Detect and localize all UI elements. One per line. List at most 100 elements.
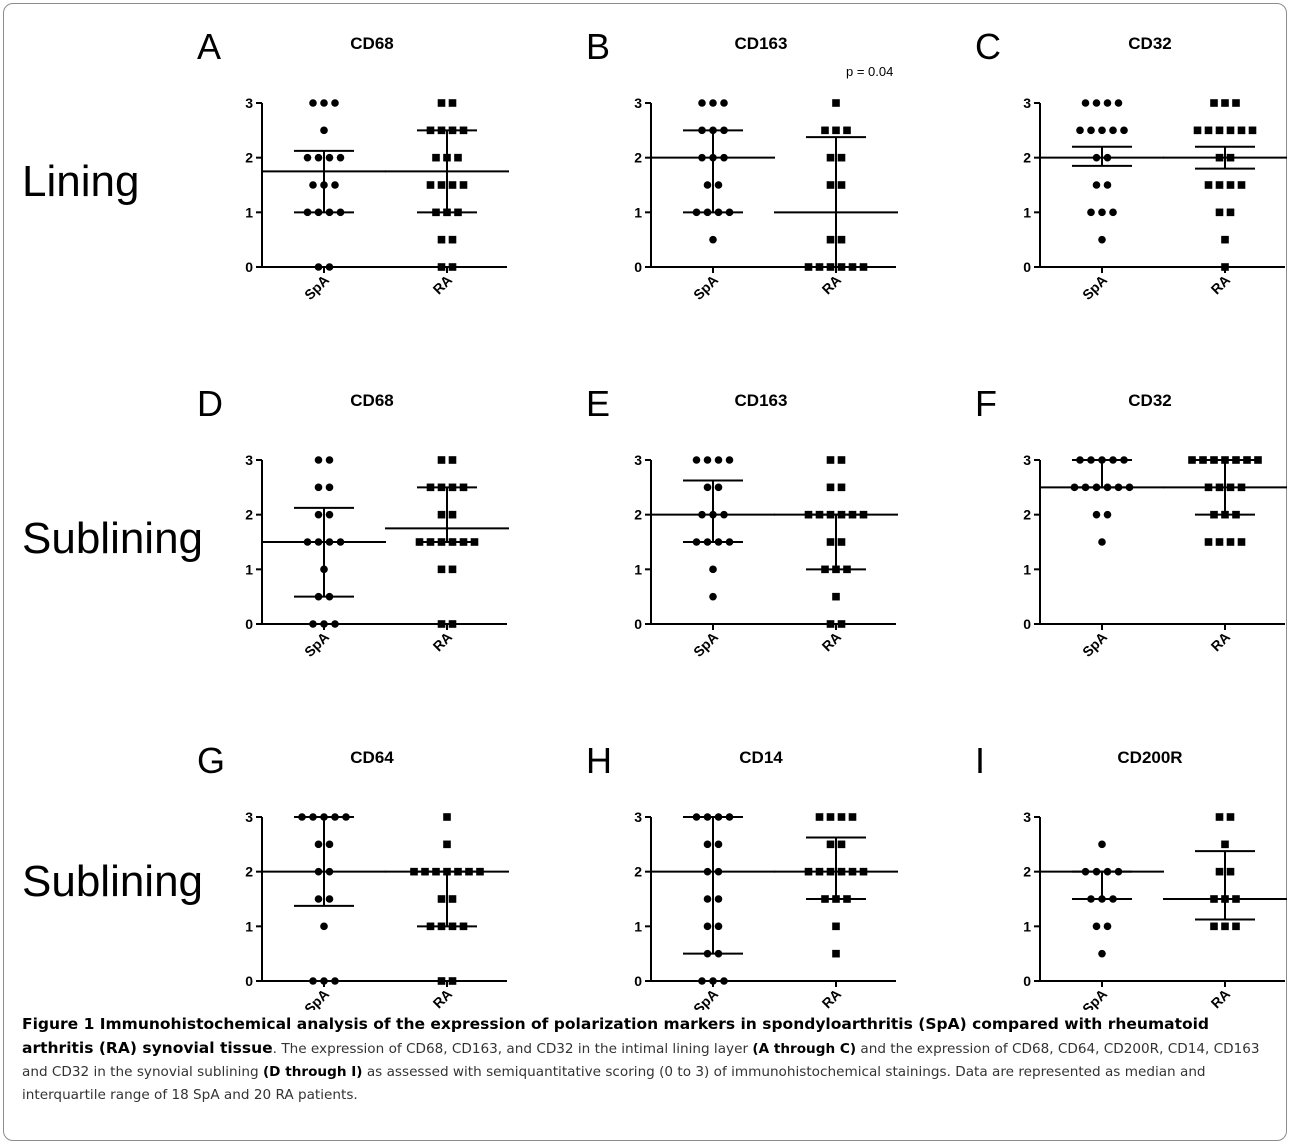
- data-point: [309, 620, 317, 628]
- y-tick-label: 2: [634, 150, 642, 166]
- panel-letter: F: [975, 383, 997, 424]
- x-tick-label: RA: [429, 272, 455, 298]
- data-point: [832, 126, 840, 135]
- x-tick-label: SpA: [1079, 629, 1110, 660]
- data-point: [437, 620, 446, 628]
- y-tick-label: 2: [1023, 864, 1031, 880]
- data-point: [325, 483, 334, 492]
- data-point: [1226, 181, 1235, 189]
- data-point: [1114, 99, 1123, 107]
- data-point: [459, 181, 468, 189]
- data-point: [448, 181, 457, 189]
- data-point: [309, 977, 317, 985]
- row-label-sublining-2: Sublining: [22, 857, 204, 906]
- x-tick-label: SpA: [1079, 986, 1110, 1010]
- data-point: [832, 949, 840, 958]
- data-point: [703, 922, 712, 931]
- panel-letter: A: [197, 26, 221, 67]
- panel-letter: G: [197, 740, 225, 781]
- y-tick-label: 3: [245, 95, 253, 111]
- data-point: [331, 181, 339, 189]
- y-tick-label: 1: [634, 204, 642, 220]
- data-point: [714, 181, 723, 189]
- data-point: [837, 813, 846, 821]
- data-point: [1232, 922, 1240, 931]
- data-point: [1098, 840, 1106, 849]
- y-tick-label: 1: [1023, 204, 1031, 220]
- data-point: [714, 895, 723, 903]
- y-tick-label: 2: [634, 507, 642, 523]
- data-point: [1098, 235, 1106, 244]
- data-point: [1103, 181, 1112, 189]
- y-tick-label: 3: [634, 452, 642, 468]
- data-point: [314, 840, 323, 849]
- data-point: [1092, 181, 1101, 189]
- data-point: [331, 977, 339, 985]
- data-point: [1226, 208, 1235, 217]
- data-point: [1193, 126, 1202, 135]
- data-point: [1087, 126, 1095, 135]
- data-point: [1087, 208, 1095, 217]
- data-point: [448, 235, 457, 244]
- caption-text-2: and the expression of CD68, CD64, CD200R…: [22, 1041, 1260, 1080]
- data-point: [1098, 538, 1106, 546]
- data-point: [848, 813, 857, 821]
- data-point: [320, 977, 328, 985]
- data-point: [698, 99, 706, 107]
- data-point: [703, 181, 712, 189]
- data-point: [1210, 99, 1218, 107]
- data-point: [709, 977, 717, 985]
- data-point: [1109, 208, 1117, 217]
- y-tick-label: 3: [1023, 809, 1031, 825]
- data-point: [1103, 510, 1112, 519]
- data-point: [698, 977, 706, 985]
- panel-D: D CD68 0 1 2 3 SpA RA: [197, 383, 509, 660]
- panel-title: CD200R: [1117, 748, 1182, 767]
- x-tick-label: SpA: [1079, 272, 1110, 303]
- data-point: [826, 153, 835, 162]
- y-tick-label: 0: [245, 973, 253, 989]
- data-point: [320, 126, 328, 135]
- data-point: [843, 126, 851, 135]
- data-point: [448, 977, 457, 985]
- data-point: [1248, 126, 1257, 135]
- data-point: [448, 263, 457, 271]
- panel-H: H CD14 0 1 2 3 SpA RA: [586, 740, 898, 1010]
- data-point: [1092, 510, 1101, 519]
- panel-title: CD32: [1128, 391, 1171, 410]
- data-point: [314, 263, 323, 271]
- data-point: [314, 895, 323, 903]
- data-point: [709, 592, 717, 601]
- data-point: [314, 153, 323, 162]
- data-point: [437, 565, 446, 574]
- data-point: [826, 538, 835, 546]
- data-point: [437, 263, 446, 271]
- data-point: [320, 99, 328, 107]
- data-point: [1081, 99, 1090, 107]
- data-point: [703, 840, 712, 849]
- data-point: [314, 510, 323, 519]
- y-tick-label: 0: [634, 616, 642, 632]
- data-point: [1103, 99, 1112, 107]
- data-point: [837, 840, 846, 849]
- data-point: [1076, 126, 1084, 135]
- data-point: [714, 483, 723, 492]
- y-tick-label: 1: [245, 204, 253, 220]
- data-point: [1226, 867, 1235, 876]
- data-point: [1092, 99, 1101, 107]
- data-point: [314, 483, 323, 492]
- data-point: [448, 99, 457, 107]
- data-point: [432, 153, 440, 162]
- data-point: [1120, 126, 1128, 135]
- y-tick-label: 1: [1023, 918, 1031, 934]
- data-point: [703, 456, 712, 464]
- data-point: [448, 565, 457, 574]
- panel-C: C CD32 0 1 2 3 SpA RA: [975, 26, 1287, 303]
- data-point: [437, 510, 446, 519]
- data-point: [437, 895, 446, 903]
- panel-title: CD163: [735, 391, 788, 410]
- y-tick-label: 3: [245, 452, 253, 468]
- data-point: [320, 620, 328, 628]
- panel-E: E CD163 0 1 2 3 SpA RA: [586, 383, 898, 660]
- data-point: [826, 483, 835, 492]
